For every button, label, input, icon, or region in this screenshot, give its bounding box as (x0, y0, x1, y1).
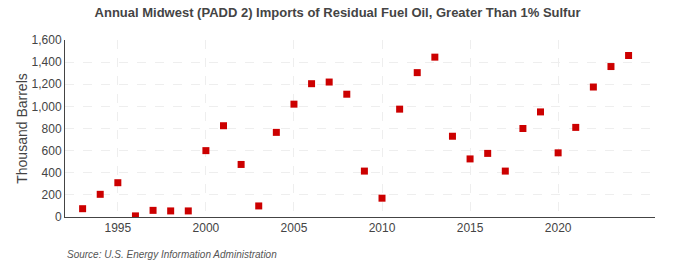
svg-text:2000: 2000 (193, 221, 220, 235)
svg-text:2010: 2010 (369, 221, 396, 235)
svg-text:1,400: 1,400 (32, 55, 62, 69)
svg-text:1,000: 1,000 (32, 100, 62, 114)
svg-text:1,200: 1,200 (32, 77, 62, 91)
svg-text:Source: U.S. Energy Informatio: Source: U.S. Energy Information Administ… (67, 249, 277, 260)
svg-text:2020: 2020 (545, 221, 572, 235)
svg-text:1995: 1995 (104, 221, 131, 235)
svg-text:2005: 2005 (281, 221, 308, 235)
svg-text:600: 600 (42, 144, 62, 158)
svg-text:1,600: 1,600 (32, 33, 62, 47)
svg-text:Thousand Barrels: Thousand Barrels (14, 73, 30, 184)
svg-text:800: 800 (42, 122, 62, 136)
svg-text:0: 0 (55, 210, 62, 224)
svg-text:200: 200 (42, 188, 62, 202)
svg-text:2015: 2015 (457, 221, 484, 235)
svg-text:400: 400 (42, 166, 62, 180)
svg-text:Annual Midwest (PADD 2) Import: Annual Midwest (PADD 2) Imports of Resid… (95, 5, 581, 20)
